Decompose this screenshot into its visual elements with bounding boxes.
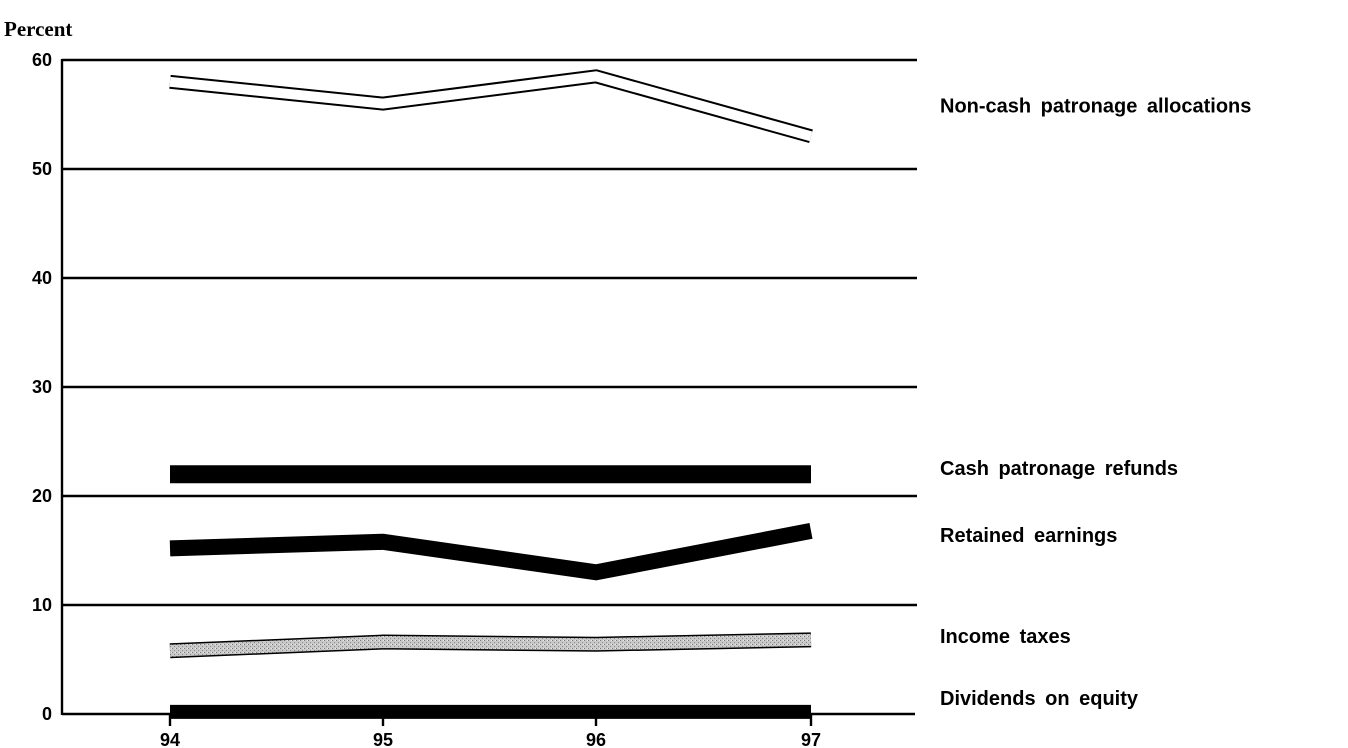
series-non-cash-patronage-allocations [169,71,813,142]
y-tick-label: 10 [32,595,52,615]
y-tick-label: 60 [32,50,52,70]
series-lines [169,69,813,719]
x-tick-label: 94 [160,730,180,748]
y-tick-label: 50 [32,159,52,179]
x-tick-labels: 94 95 96 97 [160,714,821,748]
y-tick-labels: 0 10 20 30 40 50 60 [32,50,52,724]
y-tick-label: 30 [32,377,52,397]
legend: Non-cash patronage allocations Cash patro… [940,95,1251,710]
gridlines [62,58,917,607]
y-tick-label: 20 [32,486,52,506]
legend-retained-earnings: Retained earnings [940,525,1117,547]
legend-cash-patronage-refunds: Cash patronage refunds [940,458,1178,480]
y-tick-label: 40 [32,268,52,288]
legend-income-taxes: Income taxes [940,626,1071,648]
x-tick-label: 96 [586,730,606,748]
legend-non-cash-patronage-allocations: Non-cash patronage allocations [940,95,1251,117]
series-retained-earnings [169,523,813,581]
y-tick-label: 0 [42,704,52,724]
series-income-taxes [169,633,812,657]
x-tick-label: 95 [373,730,393,748]
y-axis-title: Percent [4,17,72,41]
x-tick-label: 97 [801,730,821,748]
legend-dividends-on-equity: Dividends on equity [940,688,1139,710]
